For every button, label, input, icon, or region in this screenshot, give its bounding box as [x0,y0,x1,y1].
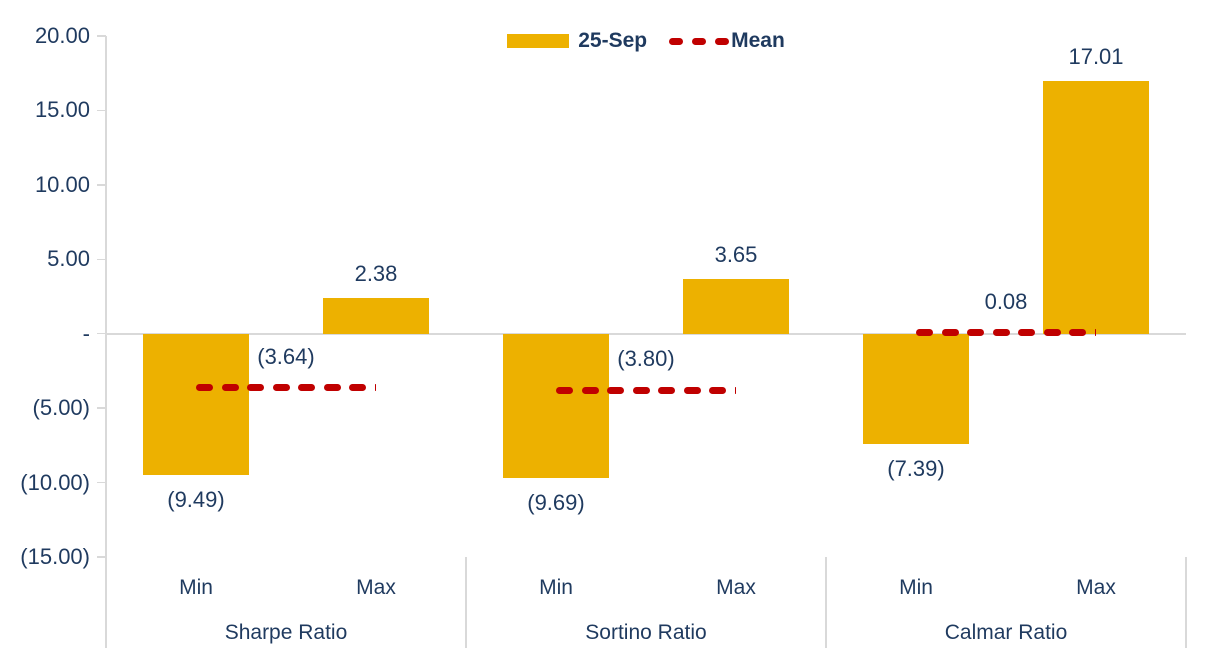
bar-calmar-max [1043,80,1149,334]
mean-line-dash [967,329,984,337]
group-label-sharpe-ratio: Sharpe Ratio [224,621,348,644]
mean-line-dash [1069,329,1086,337]
y-axis-tick [97,556,106,558]
bar-calmar-min [863,333,969,444]
mean-value-label: 0.08 [984,288,1028,314]
mean-line-dash [196,384,213,392]
zero-gridline [106,332,1186,335]
y-axis-label: - [82,320,90,346]
mean-line-dash [323,384,341,392]
mean-line [556,386,736,394]
y-axis-tick [97,481,106,484]
bar-sharpe-min [143,333,249,475]
category-label-max: Max [356,576,396,599]
mean-value-label: (3.80) [617,346,675,372]
bar-sharpe-max [323,298,429,334]
mean-line-dash [247,384,264,392]
mean-line-dash [349,384,366,392]
mean-line-dash [658,386,675,394]
y-axis-tick [97,109,106,112]
category-label-min: Min [899,576,933,599]
category-label-min: Min [539,576,573,599]
bar-value-label: (9.69) [527,489,585,515]
category-label-max: Max [1076,576,1116,599]
mean-line-dash [298,384,315,392]
mean-line-dash [709,386,726,394]
category-label-min: Min [179,576,213,599]
mean-line-dash [1043,329,1061,337]
y-axis-tick [97,407,106,409]
legend-label-25-sep: 25-Sep [578,29,648,52]
mean-line-dash [221,384,239,392]
y-axis-label: (10.00) [20,469,90,495]
mean-line-dash [607,386,624,394]
y-axis-tick [97,35,106,37]
mean-line-dash [632,386,650,394]
mean-line-dash [272,384,290,392]
y-axis-line [105,36,107,648]
mean-line [196,384,376,392]
mean-line-dash [581,386,599,394]
y-axis-label: 5.00 [47,246,90,272]
mean-line-dash [1018,329,1035,337]
y-axis-label: 20.00 [34,23,90,48]
bar-value-label: 3.65 [714,242,758,268]
mean-value-label: (3.64) [257,343,315,369]
bar-series-swatch-icon [507,34,570,48]
bar-value-label: (7.39) [887,455,945,481]
group-label-calmar-ratio: Calmar Ratio [944,621,1068,644]
chart-legend: 25-Sep Mean [106,27,1186,55]
category-label-max: Max [716,576,756,599]
bar-value-label: 2.38 [354,261,398,287]
bar-sortino-min [503,333,609,478]
y-axis-tick [97,258,106,261]
legend-item-25-sep: 25-Sep [507,27,647,55]
y-axis-label: (15.00) [20,544,90,569]
y-axis-label: 10.00 [34,171,90,197]
mean-line-dash [556,386,573,394]
y-axis-label: 15.00 [34,97,90,123]
y-axis-tick [97,184,106,186]
mean-line-dash [683,386,701,394]
mean-line-dash [992,329,1010,337]
mean-line [916,329,1096,337]
mean-line-dash [734,386,736,394]
y-axis-label: (5.00) [32,395,90,421]
category-separator [1185,557,1187,648]
category-separator [825,557,827,648]
mean-line-dash [374,384,376,392]
legend-label-mean: Mean [731,29,785,52]
mean-line-dash [1094,329,1096,337]
bar-value-label: (9.49) [167,486,225,512]
mean-line-dash [941,329,959,337]
mean-line-dash [916,329,933,337]
mean-dashed-line-swatch-icon [669,37,730,45]
bar-sortino-max [683,279,789,334]
legend-item-mean: Mean [669,27,785,55]
y-axis-tick [97,332,106,335]
group-label-sortino-ratio: Sortino Ratio [585,621,707,644]
category-separator [465,557,467,648]
bar-value-label: 17.01 [1068,43,1124,69]
